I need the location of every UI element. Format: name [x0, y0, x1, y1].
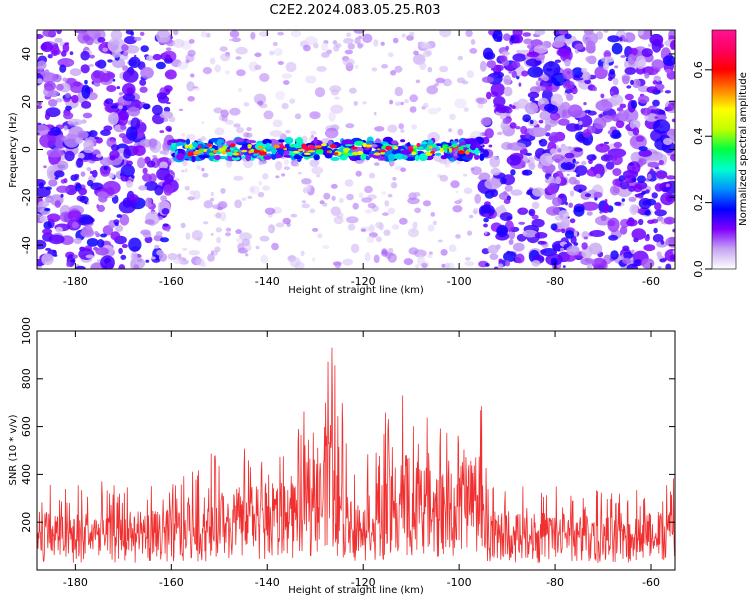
colorbar-tick-label: 0.6: [692, 61, 705, 79]
colorbar-tick-label: 0.2: [692, 194, 705, 212]
spectrogram-noise: [37, 30, 675, 269]
bottom-y-tick-label: 1000: [20, 317, 33, 345]
bottom-x-tick-label: -100: [447, 576, 472, 589]
spectrogram-signal-band: [169, 136, 489, 163]
snr-border: [36, 330, 676, 571]
top-x-tick-label: -180: [63, 275, 88, 288]
colorbar-tick-label: 0.0: [692, 260, 705, 278]
bottom-x-ticks: -180 -160 -140 -120 -100 -80 -60: [63, 331, 660, 589]
bottom-y-tick-label: 800: [20, 368, 33, 389]
bottom-x-tick-label: -120: [351, 576, 376, 589]
top-y-tick-label: 0: [20, 146, 33, 153]
bottom-y-tick-label: 200: [20, 512, 33, 533]
top-x-ticks: -180 -160 -140 -120 -100 -80 -60: [63, 30, 660, 288]
bottom-x-tick-label: -60: [642, 576, 660, 589]
bottom-x-axis-label: Height of straight line (km): [288, 585, 424, 596]
bottom-y-tick-label: 600: [20, 416, 33, 437]
colorbar-tick-label: 0.4: [692, 127, 705, 145]
snr-series-line: [37, 347, 675, 564]
top-x-tick-label: -140: [255, 275, 280, 288]
bottom-x-tick-label: -160: [159, 576, 184, 589]
spectrogram-panel: -180 -160 -140 -120 -100 -80 -60 -40 -20 0 20 40 H…: [8, 29, 676, 296]
top-y-tick-label: 20: [20, 95, 33, 109]
top-x-tick-label: -100: [447, 275, 472, 288]
bottom-x-tick-label: -180: [63, 576, 88, 589]
colorbar-label: Normalized spectral amplitude: [738, 72, 749, 226]
top-x-axis-label: Height of straight line (km): [288, 285, 424, 296]
colorbar: 0.0 0.2 0.4 0.6 Normalized spectral amplitu…: [692, 29, 749, 278]
snr-panel: -180 -160 -140 -120 -100 -80 -60 200 400 600 800 1…: [8, 317, 676, 596]
bottom-x-tick-label: -140: [255, 576, 280, 589]
figure-title: C2E2.2024.083.05.25.R03: [269, 3, 440, 18]
bottom-y-tick-label: 400: [20, 464, 33, 485]
top-y-axis-label: Frequency (Hz): [8, 112, 19, 188]
bottom-x-tick-label: -80: [546, 576, 564, 589]
top-x-tick-label: -80: [546, 275, 564, 288]
top-y-tick-label: -40: [20, 236, 33, 254]
bottom-y-ticks: 200 400 600 800 1000: [20, 317, 675, 533]
colorbar-ticks: 0.0 0.2 0.4 0.6: [692, 61, 712, 278]
bottom-y-axis-label: SNR (10 * v/v): [8, 414, 19, 485]
colorbar-gradient: [711, 29, 737, 270]
top-x-tick-label: -60: [642, 275, 660, 288]
top-y-ticks: -40 -20 0 20 40: [20, 47, 675, 254]
top-y-tick-label: 40: [20, 47, 33, 61]
top-x-tick-label: -160: [159, 275, 184, 288]
top-y-tick-label: -20: [20, 188, 33, 206]
top-x-tick-label: -120: [351, 275, 376, 288]
